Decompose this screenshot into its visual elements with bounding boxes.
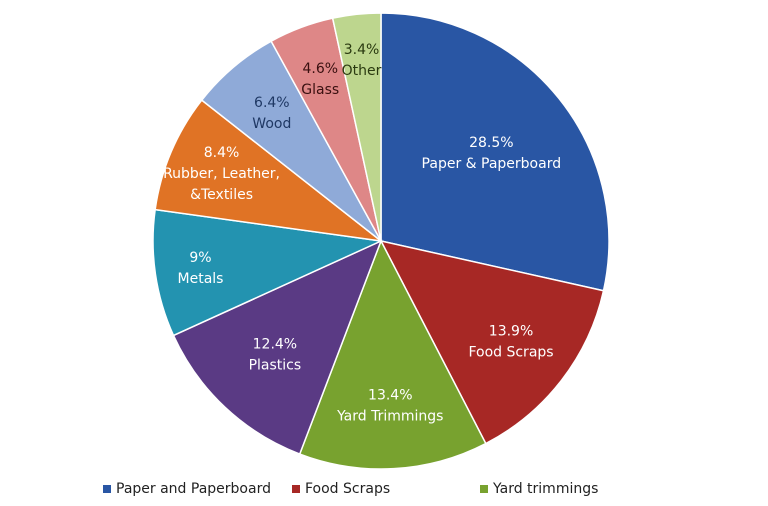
legend-label: Food Scraps: [305, 481, 390, 497]
legend: Paper and Paperboard Food Scraps Yard trim…: [103, 481, 598, 497]
pie-slice-9: [331, 12, 382, 242]
slice-label-4: 12.4% Plastics: [249, 337, 302, 374]
pie-slice-5: [152, 208, 384, 337]
slice-label-2: 13.9% Food Scraps: [468, 324, 553, 361]
legend-item-1: Paper and Paperboard: [103, 481, 271, 497]
legend-label: Paper and Paperboard: [116, 481, 271, 497]
slice-label-8: 4.6% Glass: [301, 61, 339, 98]
pie-slice-6: [154, 99, 384, 243]
pie-slice-2: [379, 239, 605, 445]
legend-swatch: [103, 485, 111, 493]
pie-slice-3: [298, 239, 487, 470]
legend-label: Yard trimmings: [492, 481, 598, 497]
slice-label-3: 13.4% Yard Trimmings: [336, 387, 443, 424]
pie-slice-4: [172, 239, 383, 455]
legend-swatch: [292, 485, 300, 493]
pie-slice-1: [380, 12, 610, 292]
pie-slices: [152, 12, 610, 470]
slice-label-5: 9% Metals: [178, 250, 224, 287]
legend-item-3: Yard trimmings: [480, 481, 598, 497]
slice-label-6: 8.4% Rubber, Leather, &Textiles: [163, 145, 280, 203]
slice-label-7: 6.4% Wood: [252, 95, 291, 132]
slice-label-9: 3.4% Other: [342, 42, 382, 79]
legend-swatch: [480, 485, 488, 493]
legend-item-2: Food Scraps: [292, 481, 390, 497]
slice-label-1: 28.5% Paper & Paperboard: [422, 135, 562, 172]
slice-labels: 28.5% Paper & Paperboard 13.9% Food Scraps 1…: [163, 42, 561, 424]
